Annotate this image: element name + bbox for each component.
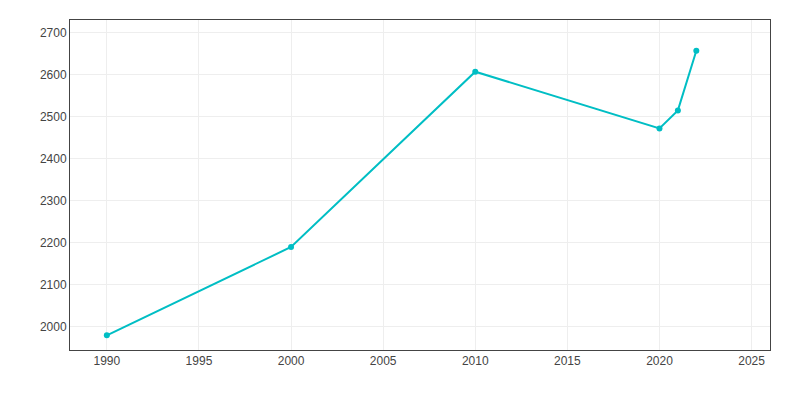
svg-text:2010: 2010: [462, 354, 489, 368]
svg-text:2400: 2400: [40, 152, 67, 166]
svg-text:2025: 2025: [738, 354, 765, 368]
svg-text:2000: 2000: [40, 320, 67, 334]
svg-text:2020: 2020: [646, 354, 673, 368]
svg-text:2700: 2700: [40, 26, 67, 40]
svg-text:2200: 2200: [40, 236, 67, 250]
svg-text:1995: 1995: [186, 354, 213, 368]
svg-text:2015: 2015: [554, 354, 581, 368]
svg-text:1990: 1990: [93, 354, 120, 368]
svg-text:2600: 2600: [40, 68, 67, 82]
svg-text:2005: 2005: [370, 354, 397, 368]
svg-text:2000: 2000: [278, 354, 305, 368]
svg-text:2500: 2500: [40, 110, 67, 124]
svg-text:2300: 2300: [40, 194, 67, 208]
svg-text:2100: 2100: [40, 278, 67, 292]
